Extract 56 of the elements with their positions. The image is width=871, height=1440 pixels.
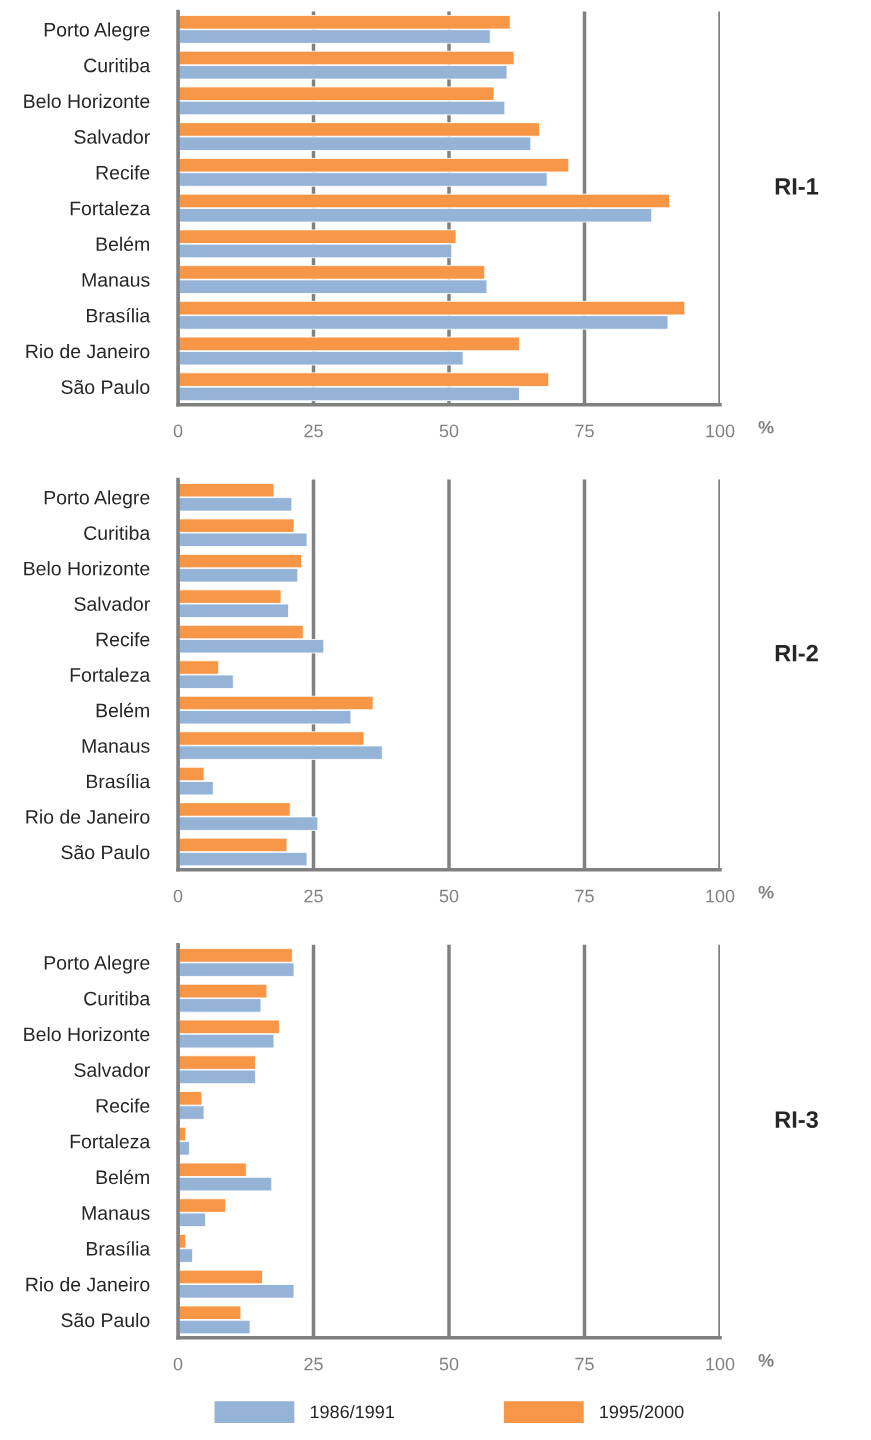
- y-tick-label: Curitiba: [84, 991, 151, 1006]
- legend-label: 1995/2000: [600, 1404, 684, 1419]
- y-tick-label: Salvador: [74, 596, 150, 611]
- y-axis-title: RI-1: [775, 178, 819, 195]
- y-tick-label: Brasília: [86, 773, 151, 789]
- y-tick-label: São Paulo: [61, 379, 150, 395]
- x-tick-label: 50: [439, 889, 459, 903]
- y-tick-label: Rio de Janeiro: [26, 343, 150, 359]
- y-tick-label: Porto Alegre: [44, 955, 150, 974]
- y-tick-label: Belo Horizonte: [24, 93, 150, 109]
- y-tick-label: Manaus: [82, 1206, 150, 1220]
- y-tick-label: Recife: [96, 632, 150, 647]
- y-tick-label: Fortaleza: [70, 1134, 151, 1149]
- y-tick-label: Belém: [96, 1169, 149, 1185]
- x-tick-label: 0: [173, 1357, 183, 1371]
- y-tick-label: Brasília: [86, 308, 151, 323]
- y-tick-label: Porto Alegre: [44, 22, 150, 41]
- x-tick-label: 50: [439, 1357, 459, 1371]
- y-tick-label: Recife: [96, 1098, 150, 1113]
- y-tick-label: Fortaleza: [70, 201, 151, 216]
- y-tick-label: Fortaleza: [70, 667, 151, 682]
- x-tick-label: 50: [439, 424, 459, 438]
- x-tick-label: 25: [304, 1357, 323, 1371]
- y-tick-label: Belém: [96, 702, 149, 718]
- y-tick-label: Recife: [96, 165, 150, 180]
- x-tick-label: 25: [304, 424, 323, 438]
- y-tick-label: Porto Alegre: [44, 490, 150, 509]
- y-tick-label: Belo Horizonte: [24, 561, 150, 576]
- x-tick-label: 100: [706, 424, 735, 438]
- y-tick-label: Salvador: [74, 129, 150, 144]
- y-tick-label: São Paulo: [61, 844, 150, 860]
- x-axis-title: %: [758, 1354, 774, 1367]
- x-tick-label: 0: [173, 424, 183, 438]
- y-tick-label: Manaus: [82, 739, 150, 753]
- y-axis-title: RI-3: [775, 1111, 818, 1128]
- y-tick-label: São Paulo: [61, 1312, 150, 1328]
- x-tick-label: 75: [575, 889, 594, 903]
- y-tick-label: Brasília: [86, 1241, 151, 1256]
- x-tick-label: 25: [304, 889, 323, 903]
- x-tick-label: 100: [706, 1357, 735, 1371]
- x-tick-label: 0: [173, 889, 183, 903]
- y-tick-label: Manaus: [82, 273, 150, 287]
- legend-label: 1986/1991: [310, 1404, 394, 1419]
- y-tick-label: Rio de Janeiro: [26, 809, 150, 824]
- x-tick-label: 75: [575, 1357, 594, 1371]
- x-axis-title: %: [758, 420, 774, 434]
- y-tick-label: Salvador: [74, 1062, 150, 1077]
- x-axis-title: %: [758, 885, 774, 899]
- y-tick-label: Belém: [96, 236, 149, 252]
- y-tick-label: Curitiba: [84, 525, 151, 540]
- y-axis-title: RI-2: [775, 644, 818, 662]
- y-tick-label: Curitiba: [84, 58, 151, 73]
- x-tick-label: 75: [575, 424, 594, 438]
- y-tick-label: Belo Horizonte: [24, 1026, 150, 1042]
- x-tick-label: 100: [706, 889, 735, 903]
- y-tick-label: Rio de Janeiro: [26, 1277, 150, 1292]
